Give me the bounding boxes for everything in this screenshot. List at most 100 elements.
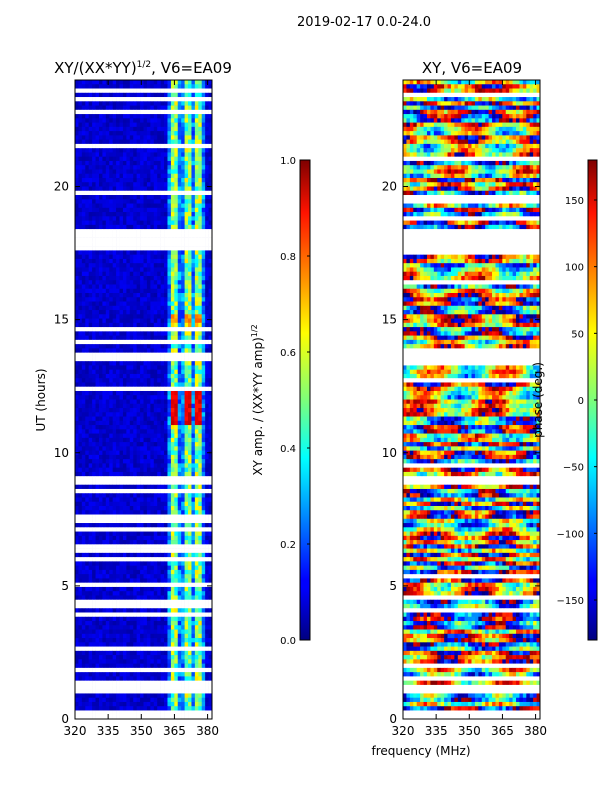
heatmap-cell — [157, 280, 161, 285]
heatmap-cell — [92, 471, 96, 477]
heatmap-cell — [157, 450, 161, 456]
heatmap-cell — [205, 271, 209, 277]
heatmap-cell — [191, 348, 196, 353]
heatmap-cell — [167, 493, 172, 498]
heatmap-gap — [150, 229, 155, 234]
heatmap-cell — [157, 84, 161, 89]
heatmap-cell — [164, 433, 168, 439]
heatmap-cell — [160, 408, 165, 413]
heatmap-cell — [143, 126, 148, 132]
heatmap-cell — [95, 408, 100, 413]
heatmap-gap — [105, 246, 110, 251]
heatmap-cell — [75, 344, 79, 349]
heatmap-cell — [201, 126, 206, 132]
heatmap-cell — [102, 331, 107, 336]
heatmap-cell — [184, 595, 189, 601]
heatmap-cell — [105, 284, 110, 290]
heatmap-cell — [181, 331, 185, 336]
heatmap-cell — [105, 118, 110, 123]
heatmap-cell — [119, 454, 124, 460]
heatmap-cell — [153, 344, 158, 349]
heatmap-cell — [201, 169, 206, 175]
heatmap-cell — [136, 271, 141, 277]
heatmap-cell — [98, 288, 103, 294]
heatmap-gap — [201, 327, 206, 332]
heatmap-cell — [184, 442, 189, 447]
heatmap-cell — [160, 574, 165, 579]
heatmap-cell — [88, 501, 93, 507]
heatmap-cell — [136, 220, 141, 226]
heatmap-gap — [184, 488, 189, 494]
heatmap-gap — [105, 339, 110, 345]
heatmap-cell — [150, 501, 155, 507]
heatmap-cell — [126, 216, 131, 221]
heatmap-cell — [198, 288, 203, 294]
heatmap-cell — [177, 361, 182, 366]
heatmap-cell — [174, 348, 179, 353]
heatmap-gap — [136, 356, 141, 362]
heatmap-gap — [153, 518, 158, 524]
heatmap-cell — [133, 322, 137, 328]
heatmap-cell — [136, 429, 141, 434]
heatmap-cell — [105, 501, 110, 507]
heatmap-cell — [181, 561, 185, 566]
heatmap-gap — [177, 190, 182, 196]
heatmap-cell — [85, 378, 89, 383]
heatmap-cell — [184, 131, 189, 136]
heatmap-cell — [157, 139, 161, 145]
heatmap-cell — [92, 395, 96, 400]
heatmap-gap — [85, 527, 89, 532]
heatmap-cell — [116, 173, 120, 179]
heatmap-cell — [181, 101, 185, 106]
heatmap-cell — [167, 331, 172, 336]
heatmap-gap — [170, 190, 175, 196]
heatmap-cell — [98, 433, 103, 439]
heatmap-gap — [126, 480, 131, 485]
heatmap-cell — [98, 561, 103, 566]
heatmap-cell — [153, 510, 158, 515]
heatmap-cell — [184, 165, 189, 170]
heatmap-cell — [81, 471, 86, 477]
heatmap-gap — [75, 143, 79, 149]
heatmap-cell — [119, 331, 124, 336]
heatmap-cell — [177, 297, 182, 302]
heatmap-gap — [95, 476, 100, 481]
heatmap-gap — [78, 339, 83, 345]
heatmap-cell — [191, 565, 196, 571]
heatmap-gap — [102, 88, 107, 94]
heatmap-cell — [105, 574, 110, 579]
heatmap-cell — [198, 182, 203, 187]
heatmap-cell — [177, 216, 182, 221]
heatmap-cell — [198, 369, 203, 375]
heatmap-cell — [95, 165, 100, 170]
heatmap-cell — [174, 595, 179, 601]
heatmap-cell — [129, 484, 134, 490]
heatmap-gap — [78, 88, 83, 94]
heatmap-cell — [194, 305, 199, 311]
heatmap-cell — [184, 523, 189, 528]
heatmap-gap — [208, 518, 213, 524]
heatmap-cell — [102, 395, 107, 400]
heatmap-cell — [174, 131, 179, 136]
heatmap-cell — [78, 173, 83, 179]
heatmap-cell — [164, 177, 168, 183]
heatmap-cell — [140, 263, 144, 268]
heatmap-cell — [160, 314, 165, 319]
heatmap-cell — [140, 322, 144, 328]
heatmap-gap — [198, 97, 203, 102]
heatmap-cell — [119, 390, 124, 396]
heatmap-cell — [174, 305, 179, 311]
heatmap-cell — [184, 80, 189, 85]
heatmap-cell — [208, 493, 213, 498]
heatmap-gap — [75, 190, 79, 196]
heatmap-cell — [81, 122, 86, 128]
heatmap-cell — [112, 459, 117, 464]
heatmap-cell — [160, 561, 165, 566]
heatmap-gap — [119, 190, 124, 196]
heatmap-cell — [109, 442, 113, 447]
heatmap-cell — [85, 331, 89, 336]
heatmap-cell — [75, 535, 79, 541]
heatmap-gap — [164, 386, 168, 392]
heatmap-cell — [167, 365, 172, 370]
heatmap-gap — [133, 386, 137, 392]
